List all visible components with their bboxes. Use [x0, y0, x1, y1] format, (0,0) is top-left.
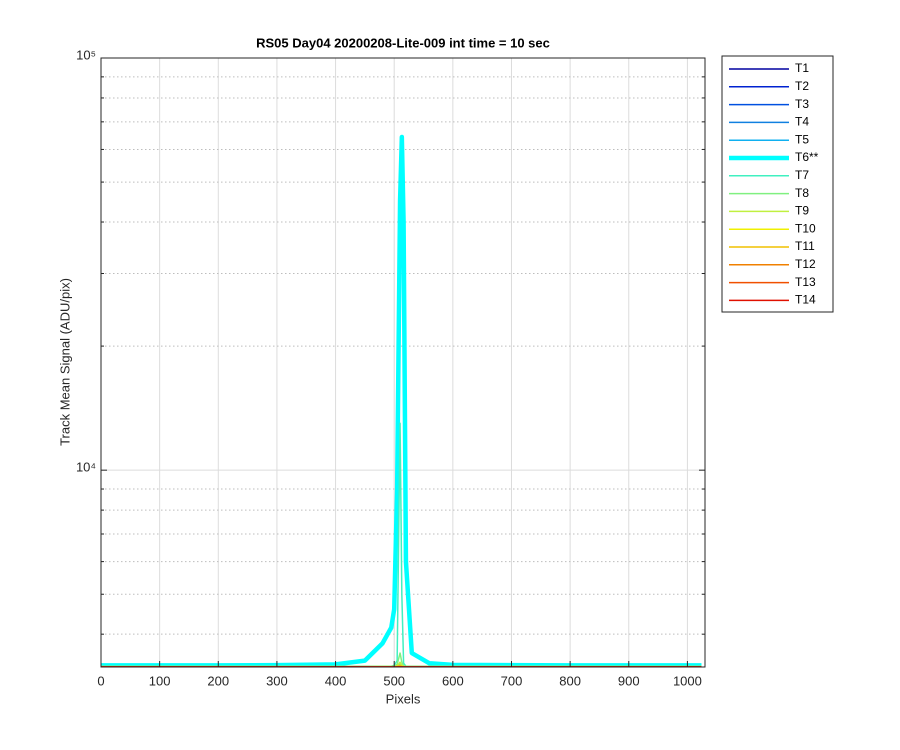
- axes-box: [100, 57, 706, 668]
- legend-box: [721, 55, 834, 313]
- legend-label: T2: [795, 79, 809, 93]
- legend: T1 T2 T3 T4 T5 T6** T7 T8 T9 T10 T11 T12 T13 T14: [721, 55, 834, 313]
- x-tick-label: 1000: [673, 673, 702, 688]
- x-tick-label: 600: [442, 673, 464, 688]
- x-tick-label: 300: [266, 673, 288, 688]
- legend-label: T1: [795, 61, 809, 75]
- y-axis-label: Track Mean Signal (ADU/pix): [57, 278, 72, 446]
- legend-label: T5: [795, 132, 809, 146]
- x-tick-label: 700: [501, 673, 523, 688]
- legend-label: T11: [795, 239, 815, 253]
- x-tick-label: 400: [325, 673, 347, 688]
- legend-label: T10: [795, 221, 816, 235]
- y-tick-label: 10⁵: [76, 47, 96, 62]
- x-tick-label: 500: [383, 673, 405, 688]
- legend-label: T8: [795, 186, 809, 200]
- x-tick-label: 200: [207, 673, 229, 688]
- legend-label: T13: [795, 275, 816, 289]
- series-line: [101, 134, 702, 667]
- x-tick-label: 100: [149, 673, 171, 688]
- legend-label: T7: [795, 168, 809, 182]
- ticks: 0 100 200 300 400 500 600 700 800 900 1000 10⁴ 10⁵: [76, 47, 705, 688]
- legend-label: T12: [795, 257, 816, 271]
- legend-label: T3: [795, 97, 809, 111]
- x-tick-label: 900: [618, 673, 640, 688]
- x-tick-label: 800: [559, 673, 581, 688]
- legend-label: T9: [795, 204, 809, 218]
- legend-label: T14: [795, 293, 816, 307]
- y-tick-label: 10⁴: [76, 460, 96, 475]
- legend-label: T6**: [795, 150, 819, 164]
- x-tick-label: 0: [97, 673, 104, 688]
- chart-title: RS05 Day04 20200208-Lite-009 int time = …: [256, 35, 550, 50]
- legend-label: T4: [795, 115, 809, 129]
- x-axis-label: Pixels: [386, 691, 421, 706]
